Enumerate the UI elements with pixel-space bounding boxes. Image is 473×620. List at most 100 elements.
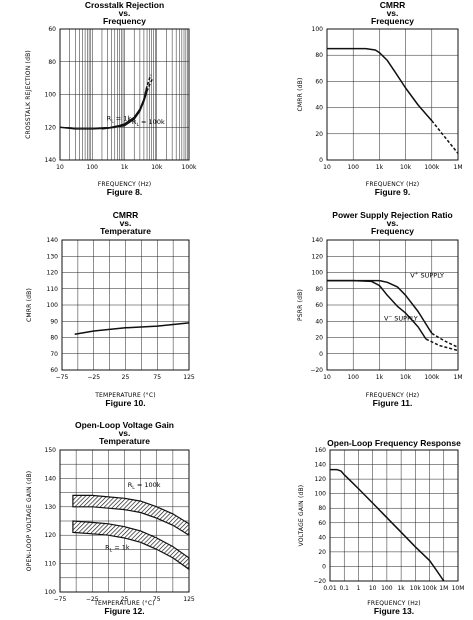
chart-title-line: Frequency: [371, 16, 414, 26]
plot-frame: [59, 28, 190, 161]
x-tick-label: 10k: [400, 164, 412, 171]
y-axis-label: OPEN-LOOP VOLTAGE GAIN (dB): [26, 471, 33, 572]
y-tick-label: 140: [45, 475, 57, 482]
x-tick-label: 100k: [422, 585, 437, 592]
x-tick-label: −75: [54, 596, 67, 603]
y-axis-label: CROSSTALK REJECTION (dB): [25, 50, 32, 139]
x-axis-label: TEMPERATURE (°C): [93, 600, 155, 607]
y-tick-label: 80: [315, 286, 323, 293]
y-tick-label: 20: [315, 131, 323, 138]
plot-frame: [61, 239, 190, 371]
x-tick-label: 100k: [424, 374, 439, 381]
annotation-sup: +: [415, 270, 419, 276]
chart-11: Power Supply Rejection Ratiovs.Frequency…: [297, 210, 463, 408]
y-tick-label: 140: [45, 157, 57, 164]
series-line: [101, 90, 148, 130]
annotation-rest: = 100k: [139, 118, 165, 126]
figure-caption: Figure 11.: [373, 398, 413, 408]
y-tick-label: 0: [322, 563, 326, 570]
chart-title-line: CMRR: [380, 0, 406, 10]
y-tick-label: 100: [47, 302, 59, 309]
curve-annotation: RL = 100k: [132, 118, 165, 128]
x-tick-label: 10k: [400, 374, 412, 381]
chart-title-line: Power Supply Rejection Ratio: [332, 210, 452, 220]
annotation-main: R: [107, 115, 112, 123]
annotation-sub: L: [110, 547, 113, 553]
curve-annotation: RL = 100k: [128, 481, 161, 491]
annotation-rest: = 1k: [114, 115, 132, 123]
series-line: [327, 279, 427, 340]
x-tick-label: 10: [323, 374, 331, 381]
y-tick-label: 70: [50, 351, 58, 358]
figure-caption: Figure 12.: [104, 606, 144, 616]
x-tick-label: 10: [369, 585, 377, 592]
figure-caption: Figure 10.: [105, 398, 145, 408]
y-tick-label: 120: [315, 476, 327, 483]
x-tick-label: 100: [381, 585, 393, 592]
series-line-dashed: [425, 338, 459, 352]
x-tick-label: −25: [86, 596, 99, 603]
y-tick-label: 100: [45, 92, 57, 99]
chart-title-line: vs.: [119, 8, 131, 18]
series-line-dashed: [143, 74, 152, 100]
x-tick-label: 1: [357, 585, 361, 592]
y-tick-label: 110: [47, 286, 59, 293]
y-tick-label: 80: [315, 52, 323, 59]
chart-title-line: vs.: [387, 8, 399, 18]
y-tick-label: 60: [315, 302, 323, 309]
y-tick-label: 80: [318, 505, 326, 512]
x-tick-label: 10k: [151, 164, 163, 171]
y-tick-label: 140: [312, 237, 324, 244]
x-tick-label: 75: [153, 374, 161, 381]
x-axis-label: FREQUENCY (Hz): [366, 181, 420, 188]
y-tick-label: 100: [312, 270, 324, 277]
y-tick-label: 100: [45, 589, 57, 596]
annotation-main: R: [128, 481, 133, 489]
x-axis-label: FREQUENCY (Hz): [367, 600, 421, 607]
y-tick-label: 110: [45, 561, 57, 568]
x-tick-label: 100: [347, 164, 359, 171]
plot-frame: [329, 449, 459, 582]
y-tick-label: 130: [47, 253, 59, 260]
x-tick-label: 100k: [424, 164, 439, 171]
plot-area: [327, 29, 458, 160]
hatched-band: [72, 494, 190, 537]
y-axis-label: PSRR (dB): [297, 289, 304, 321]
x-axis-label: TEMPERATURE (°C): [94, 392, 156, 399]
x-tick-label: 0.1: [339, 585, 349, 592]
annotation-main: R: [132, 118, 137, 126]
x-tick-label: 100: [87, 164, 99, 171]
y-tick-label: 60: [50, 367, 58, 374]
figure-caption: Figure 8.: [107, 187, 142, 197]
x-tick-label: 10M: [452, 585, 465, 592]
series-line: [327, 47, 433, 122]
annotation-main: V: [384, 314, 389, 322]
y-tick-label: 80: [50, 335, 58, 342]
series-line-dashed: [146, 77, 154, 92]
chart-title-line: Crosstalk Rejection: [85, 0, 164, 10]
x-tick-label: 1k: [121, 164, 129, 171]
y-tick-label: 140: [47, 237, 59, 244]
x-tick-label: 1M: [439, 585, 448, 592]
hatched-band: [72, 520, 190, 571]
x-tick-label: 1k: [376, 374, 384, 381]
series-line: [330, 468, 445, 582]
chart-title-line: vs.: [120, 218, 132, 228]
y-axis-label: CMRR (dB): [297, 77, 304, 111]
x-axis-label: FREQUENCY (Hz): [98, 181, 152, 188]
y-tick-label: 130: [45, 504, 57, 511]
y-tick-label: 120: [45, 532, 57, 539]
y-tick-label: −20: [310, 367, 323, 374]
y-tick-label: 20: [315, 335, 323, 342]
x-tick-label: 25: [121, 596, 129, 603]
curve-annotation: V− SUPPLY: [384, 314, 418, 322]
curve-annotation: RL = 1k: [107, 115, 132, 125]
chart-title-line: Frequency: [371, 226, 414, 236]
y-tick-label: 40: [315, 105, 323, 112]
annotation-main: V: [410, 271, 415, 279]
x-tick-label: 125: [183, 374, 195, 381]
